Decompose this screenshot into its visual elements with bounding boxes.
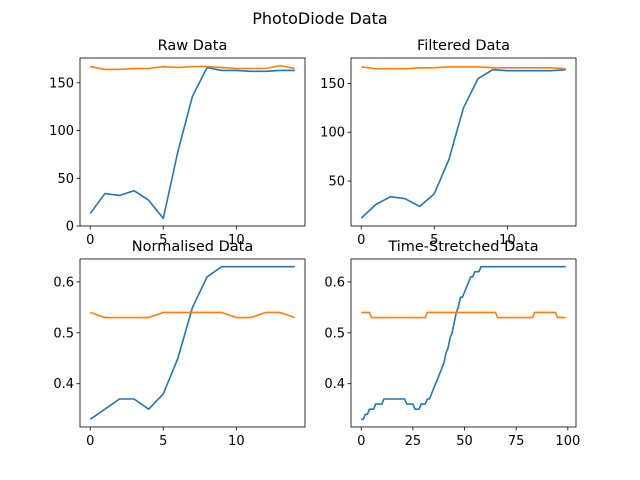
normalised-data-series-1-line xyxy=(89,265,295,421)
raw-data-y-tick-label: 0 xyxy=(66,220,74,235)
normalised-data-y-tick-label: 0.5 xyxy=(53,326,74,341)
normalised-data-title: Normalised Data xyxy=(132,239,253,255)
filtered-data-title: Filtered Data xyxy=(417,38,510,54)
filtered-data-series-1-line xyxy=(360,68,566,219)
time-stretched-data-y-tick-label: 0.4 xyxy=(324,377,345,392)
raw-data-axes-frame xyxy=(79,57,306,227)
normalised-data-x-tick-label: 10 xyxy=(228,434,245,449)
filtered-data-y-tick-label: 100 xyxy=(320,126,345,141)
figure-suptitle: PhotoDiode Data xyxy=(252,9,387,28)
filtered-data-x-tick-label: 10 xyxy=(499,233,516,248)
filtered-data-y-tick-label: 50 xyxy=(328,175,345,190)
time-stretched-data-y-tick-label: 0.5 xyxy=(324,326,345,341)
normalised-data-y-tick-label: 0.6 xyxy=(53,275,74,290)
raw-data-x-tick-label: 0 xyxy=(86,233,94,248)
filtered-data-y-tick-label: 150 xyxy=(320,77,345,92)
normalised-data-axes-frame xyxy=(79,258,306,428)
normalised-data-subplot: Normalised Data 0 5 10 0.4 0.5 0.6 xyxy=(53,239,306,449)
time-stretched-data-axes-frame xyxy=(350,258,577,428)
raw-data-y-tick-label: 50 xyxy=(57,172,74,187)
filtered-data-series-2-line xyxy=(361,65,566,70)
filtered-data-axes-frame xyxy=(350,57,577,227)
filtered-data-x-tick-label: 5 xyxy=(430,233,438,248)
normalised-data-y-tick-label: 0.4 xyxy=(53,377,74,392)
raw-data-series-1-line xyxy=(89,66,295,220)
raw-data-y-tick-label: 150 xyxy=(49,76,74,91)
time-stretched-data-y-tick-label: 0.6 xyxy=(324,275,345,290)
filtered-data-subplot: Filtered Data 0 5 10 50 100 150 xyxy=(320,38,577,248)
raw-data-x-tick-label: 10 xyxy=(228,233,245,248)
normalised-data-x-tick-label: 5 xyxy=(159,434,167,449)
time-stretched-data-subplot: Time-Stretched Data 0 25 50 75 100 0.4 0.5 0.6 xyxy=(324,239,580,449)
raw-data-series-2-line xyxy=(90,64,295,71)
filtered-data-x-tick-label: 0 xyxy=(357,233,365,248)
time-stretched-data-title: Time-Stretched Data xyxy=(387,239,538,255)
time-stretched-data-x-tick-label: 75 xyxy=(508,434,525,449)
time-stretched-data-x-tick-label: 100 xyxy=(555,434,580,449)
time-stretched-data-series-2-line xyxy=(361,311,566,319)
time-stretched-data-x-tick-label: 0 xyxy=(357,434,365,449)
raw-data-x-tick-label: 5 xyxy=(159,233,167,248)
raw-data-y-tick-label: 100 xyxy=(49,124,74,139)
raw-data-title: Raw Data xyxy=(158,38,228,54)
time-stretched-data-x-tick-label: 50 xyxy=(456,434,473,449)
normalised-data-x-tick-label: 0 xyxy=(86,434,94,449)
time-stretched-data-x-tick-label: 25 xyxy=(405,434,422,449)
time-stretched-data-series-1-line xyxy=(361,265,566,421)
normalised-data-series-2-line xyxy=(89,311,296,319)
